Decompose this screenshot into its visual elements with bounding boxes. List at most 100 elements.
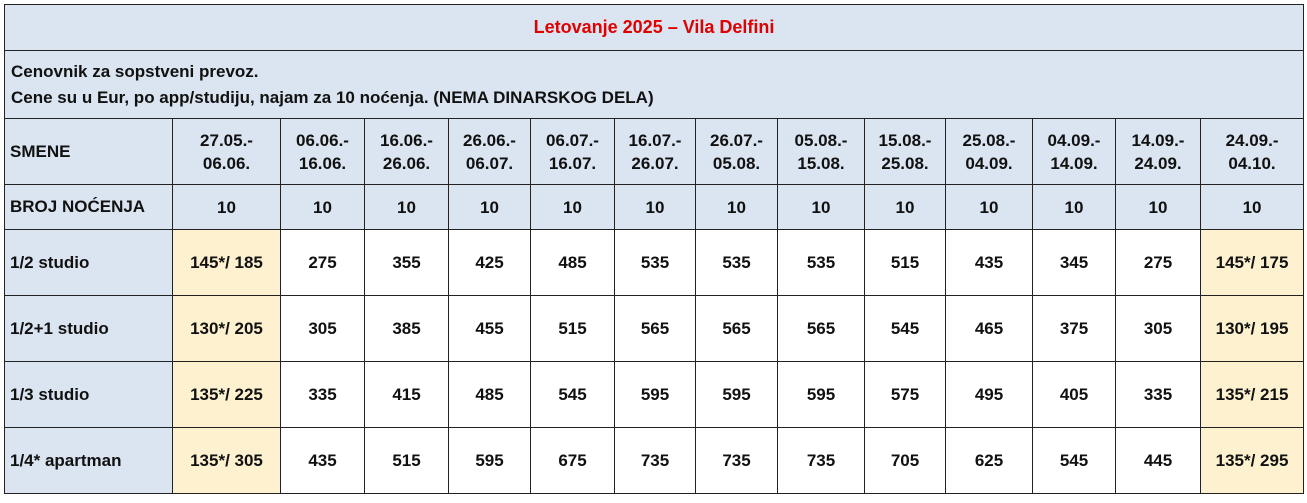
period-start: 16.07.-: [628, 130, 682, 150]
period-start: 16.06.-: [380, 130, 433, 150]
period-header: 16.06.- 26.06.: [364, 118, 449, 185]
price-cell: 135*/ 215: [1199, 361, 1305, 428]
period-start: 27.05.-: [200, 130, 253, 150]
period-end: 04.10.: [1228, 153, 1276, 173]
price-cell: 405: [1032, 361, 1116, 428]
period-end: 16.06.: [298, 153, 347, 173]
period-header: 26.06.- 06.07.: [448, 118, 531, 185]
period-header: 24.09.- 04.10.: [1199, 118, 1305, 185]
period-end: 06.07.: [465, 153, 514, 173]
price-cell: 515: [530, 295, 615, 362]
price-cell: 130*/ 205: [172, 295, 281, 362]
price-cell: 355: [364, 229, 449, 296]
price-cell: 545: [864, 295, 946, 362]
price-cell: 575: [864, 361, 946, 428]
nights-count: 10: [172, 184, 281, 230]
price-cell: 275: [280, 229, 365, 296]
room-type-label: 1/2+1 studio: [4, 295, 173, 362]
price-cell: 735: [695, 427, 778, 494]
nights-count: 10: [1199, 184, 1305, 230]
period-start: 25.08.-: [962, 130, 1016, 150]
price-cell: 595: [695, 361, 778, 428]
price-table: Letovanje 2025 – Vila Delfini Cenovnik z…: [3, 4, 1305, 494]
price-cell: 595: [614, 361, 696, 428]
room-type-label: 1/2 studio: [4, 229, 173, 296]
period-end: 14.09.: [1050, 153, 1098, 173]
period-end: 16.07.: [548, 153, 597, 173]
price-cell: 335: [1115, 361, 1201, 428]
price-cell: 435: [945, 229, 1033, 296]
price-cell: 545: [530, 361, 615, 428]
nights-count: 10: [695, 184, 778, 230]
period-header: 04.09.- 14.09.: [1032, 118, 1116, 185]
price-cell: 135*/ 295: [1199, 427, 1305, 494]
price-cell: 415: [364, 361, 449, 428]
price-cell: 465: [945, 295, 1033, 362]
period-end: 04.09.: [965, 153, 1013, 173]
price-cell: 385: [364, 295, 449, 362]
price-cell: 735: [777, 427, 865, 494]
period-end: 15.08.: [797, 153, 845, 173]
period-start: 05.08.-: [794, 130, 848, 150]
price-cell: 275: [1115, 229, 1201, 296]
period-start: 14.09.-: [1131, 130, 1185, 150]
price-cell: 145*/ 185: [172, 229, 281, 296]
price-cell: 455: [448, 295, 531, 362]
period-header: 05.08.- 15.08.: [777, 118, 865, 185]
price-cell: 735: [614, 427, 696, 494]
period-start: 06.06.-: [296, 130, 349, 150]
table-row: 1/2 studio 145*/ 185 275 355 425 485 535 535 535…: [4, 229, 1305, 296]
price-cell: 515: [864, 229, 946, 296]
price-cell: 625: [945, 427, 1033, 494]
period-header: 26.07.- 05.08.: [695, 118, 778, 185]
nights-count: 10: [280, 184, 365, 230]
period-header: 14.09.- 24.09.: [1115, 118, 1201, 185]
nights-count: 10: [777, 184, 865, 230]
price-cell: 595: [448, 427, 531, 494]
price-cell: 135*/ 225: [172, 361, 281, 428]
period-end: 26.06.: [382, 153, 431, 173]
table-row: 1/3 studio 135*/ 225 335 415 485 545 595 595 595…: [4, 361, 1305, 428]
price-cell: 345: [1032, 229, 1116, 296]
period-header: 06.06.- 16.06.: [280, 118, 365, 185]
nights-count: 10: [530, 184, 615, 230]
price-cell: 485: [530, 229, 615, 296]
period-start: 04.09.-: [1047, 130, 1101, 150]
price-list: Letovanje 2025 – Vila Delfini Cenovnik z…: [3, 4, 1305, 494]
price-cell: 485: [448, 361, 531, 428]
shifts-label: SMENE: [4, 118, 173, 185]
period-start: 06.07.-: [546, 130, 599, 150]
nights-count: 10: [364, 184, 449, 230]
price-cell: 705: [864, 427, 946, 494]
nights-count: 10: [945, 184, 1033, 230]
price-info: Cenovnik za sopstveni prevoz. Cene su u …: [3, 50, 1305, 119]
nights-label: BROJ NOĆENJA: [4, 184, 173, 230]
price-cell: 535: [695, 229, 778, 296]
price-cell: 535: [777, 229, 865, 296]
period-end: 25.08.: [881, 153, 929, 173]
nights-count: 10: [614, 184, 696, 230]
room-type-label: 1/3 studio: [4, 361, 173, 428]
period-header: 16.07.- 26.07.: [614, 118, 696, 185]
period-end: 24.09.: [1134, 153, 1182, 173]
period-start: 15.08.-: [878, 130, 932, 150]
period-end: 05.08.: [712, 153, 761, 173]
table-row: 1/4* apartman 135*/ 305 435 515 595 675 735 735…: [4, 427, 1305, 494]
price-cell: 305: [1115, 295, 1201, 362]
price-cell: 435: [280, 427, 365, 494]
price-cell: 545: [1032, 427, 1116, 494]
price-cell: 445: [1115, 427, 1201, 494]
period-header: 27.05.- 06.06.: [172, 118, 281, 185]
price-cell: 515: [364, 427, 449, 494]
price-cell: 565: [695, 295, 778, 362]
nights-count: 10: [1032, 184, 1116, 230]
period-end: 06.06.: [202, 153, 251, 173]
price-cell: 675: [530, 427, 615, 494]
price-cell: 495: [945, 361, 1033, 428]
price-cell: 565: [777, 295, 865, 362]
period-header: 06.07.- 16.07.: [530, 118, 615, 185]
period-start: 24.09.-: [1225, 130, 1279, 150]
nights-count: 10: [1115, 184, 1201, 230]
nights-count: 10: [448, 184, 531, 230]
price-cell: 305: [280, 295, 365, 362]
